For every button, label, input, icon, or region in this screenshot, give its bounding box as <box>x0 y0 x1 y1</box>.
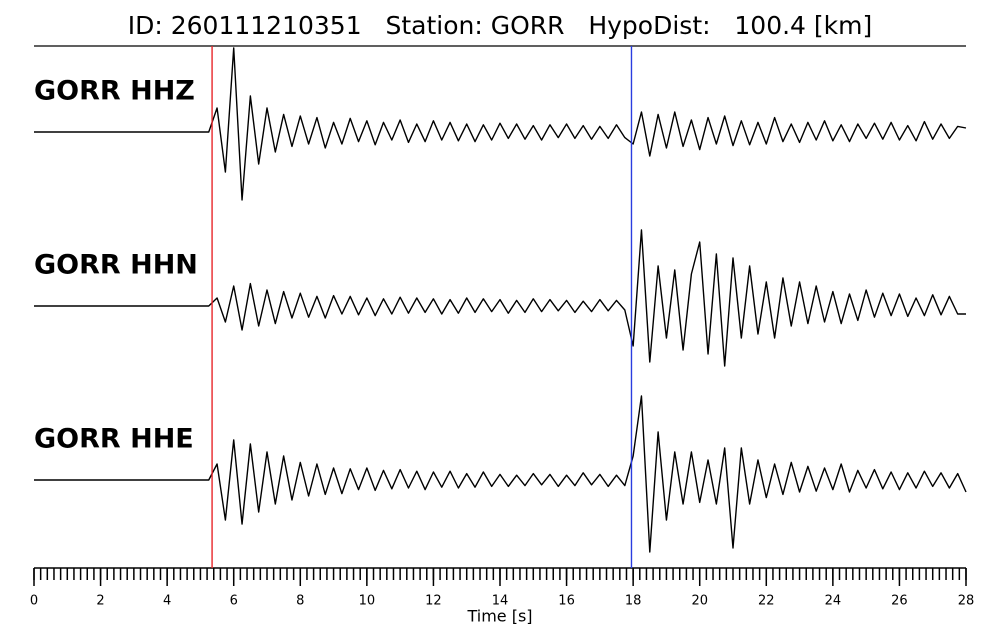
x-tick-label: 24 <box>825 594 842 609</box>
trace-label: GORR HHN <box>34 250 198 281</box>
x-tick-label: 2 <box>96 594 104 609</box>
x-tick-label: 10 <box>359 594 376 609</box>
x-tick-label: 14 <box>492 594 509 609</box>
x-tick-label: 20 <box>691 594 708 609</box>
x-tick-label: 28 <box>958 594 975 609</box>
x-tick-label: 12 <box>425 594 442 609</box>
x-axis-label: Time [s] <box>466 607 532 626</box>
x-tick-label: 16 <box>558 594 575 609</box>
x-tick-label: 26 <box>891 594 908 609</box>
x-tick-label: 4 <box>163 594 171 609</box>
trace-label: GORR HHZ <box>34 76 195 107</box>
chart-title: ID: 260111210351 Station: GORR HypoDist:… <box>128 11 872 40</box>
waveform <box>34 229 966 367</box>
trace-label: GORR HHE <box>34 424 194 455</box>
x-tick-label: 18 <box>625 594 642 609</box>
x-tick-label: 22 <box>758 594 775 609</box>
x-tick-label: 0 <box>30 594 38 609</box>
x-tick-label: 8 <box>296 594 304 609</box>
x-tick-label: 6 <box>230 594 238 609</box>
waveform <box>34 47 967 201</box>
waveform <box>34 395 967 553</box>
